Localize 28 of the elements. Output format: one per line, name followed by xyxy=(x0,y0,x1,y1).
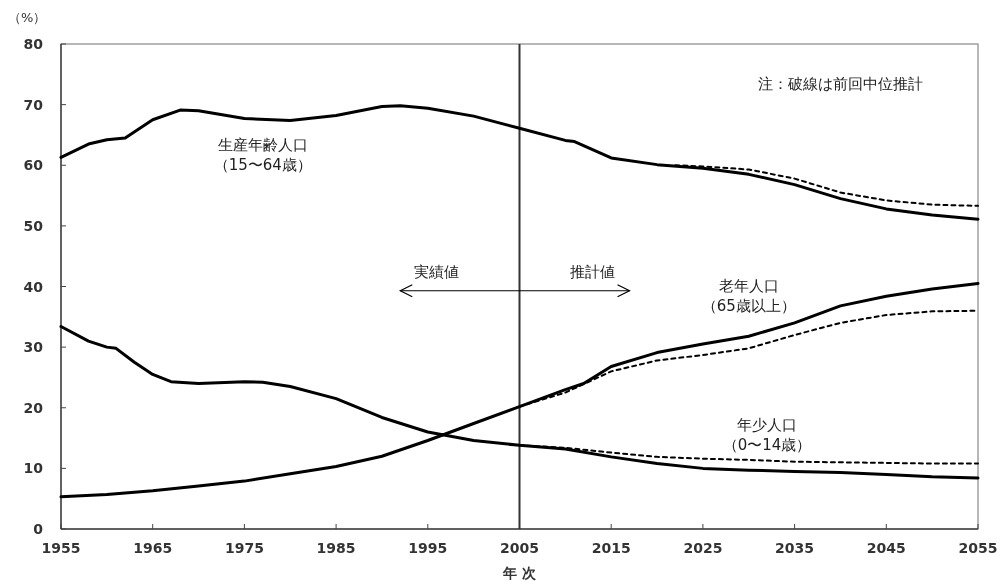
x-tick-label: 2055 xyxy=(958,540,998,556)
x-tick-label: 2025 xyxy=(683,540,723,556)
x-axis-title: 年 次 xyxy=(502,565,537,581)
annotation: 実績値 xyxy=(414,263,460,282)
x-tick-label: 2015 xyxy=(591,540,631,556)
annotation: 推計値 xyxy=(570,263,616,282)
series-label: 老年人口（65歳以上） xyxy=(701,276,796,315)
x-tick-label: 2045 xyxy=(866,540,906,556)
x-tick-label: 1985 xyxy=(316,540,356,556)
x-tick-label: 1965 xyxy=(133,540,173,556)
x-tick-label: 1955 xyxy=(41,540,81,556)
y-tick-label: 30 xyxy=(23,339,44,356)
series-label: 年少人口（0〜14歳） xyxy=(722,416,812,455)
y-tick-label: 20 xyxy=(23,399,44,416)
x-tick-label: 1975 xyxy=(224,540,264,556)
y-tick-label: 80 xyxy=(23,36,44,52)
y-tick-label: 40 xyxy=(23,278,44,295)
x-tick-label: 2035 xyxy=(775,540,815,556)
x-tick-label: 1995 xyxy=(408,540,448,556)
y-tick-label: 10 xyxy=(23,460,44,477)
y-axis-title: （%） xyxy=(8,10,47,25)
annotation: 注：破線は前回中位推計 xyxy=(757,75,923,94)
y-tick-label: 60 xyxy=(23,157,44,174)
x-tick-label: 2005 xyxy=(500,540,539,556)
y-tick-label: 50 xyxy=(23,217,44,234)
y-tick-label: 70 xyxy=(23,96,44,113)
y-tick-label: 0 xyxy=(33,521,44,537)
series-label: 生産年齢人口（15〜64歳） xyxy=(213,136,312,175)
